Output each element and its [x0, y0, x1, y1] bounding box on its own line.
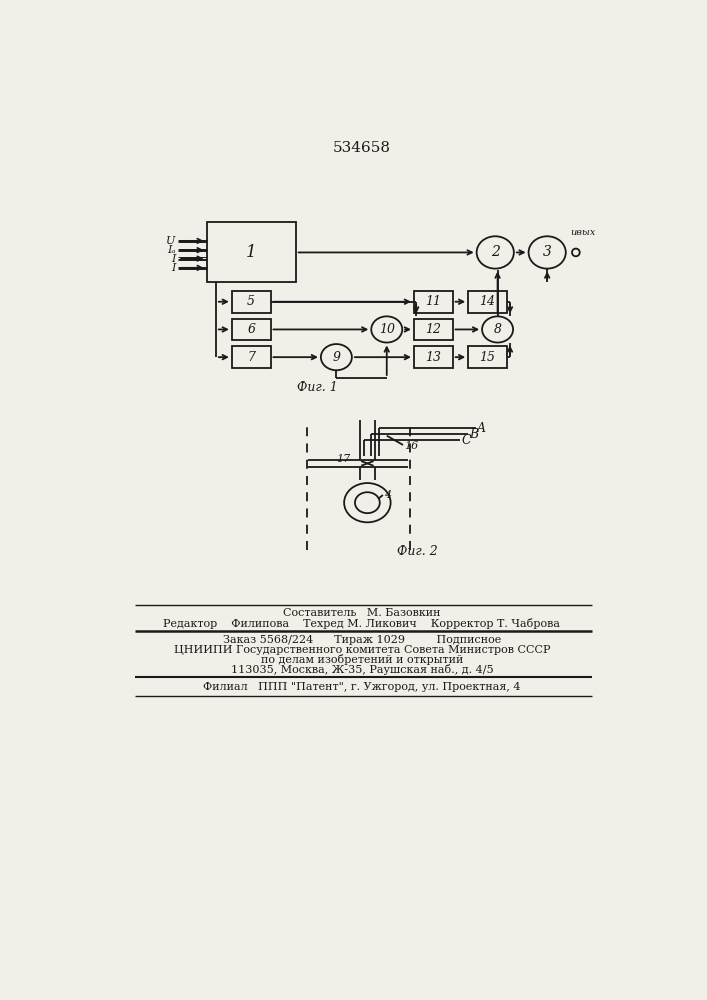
Text: 113035, Москва, Ж-35, Раушская наб., д. 4/5: 113035, Москва, Ж-35, Раушская наб., д. … [230, 664, 493, 675]
Bar [468, 291, 507, 312]
Text: 7: 7 [247, 351, 255, 364]
Text: ЦНИИПИ Государственного комитета Совета Министров СССР: ЦНИИПИ Государственного комитета Совета … [174, 645, 550, 655]
Text: Филиал   ППП "Патент", г. Ужгород, ул. Проектная, 4: Филиал ППП "Патент", г. Ужгород, ул. Про… [203, 682, 520, 692]
Ellipse shape [355, 492, 380, 513]
Text: 15: 15 [479, 351, 496, 364]
Text: 8: 8 [493, 323, 501, 336]
Text: 6: 6 [247, 323, 255, 336]
Text: I: I [171, 254, 175, 264]
Text: 17: 17 [336, 454, 351, 464]
Text: 13: 13 [425, 351, 441, 364]
Text: 5: 5 [247, 295, 255, 308]
Text: Составитель   М. Базовкин: Составитель М. Базовкин [284, 608, 440, 618]
Bar [232, 319, 271, 340]
Text: C: C [462, 434, 472, 447]
Text: I: I [171, 263, 175, 273]
Text: 12: 12 [425, 323, 441, 336]
Bar [206, 222, 296, 282]
Bar [468, 346, 507, 368]
Text: 1: 1 [246, 244, 257, 261]
Bar [232, 291, 271, 312]
Text: 14: 14 [479, 295, 496, 308]
Bar [232, 346, 271, 368]
Bar [414, 346, 452, 368]
Text: 4: 4 [385, 490, 392, 500]
Text: Iₐ: Iₐ [167, 245, 175, 255]
Text: U: U [166, 236, 175, 246]
Text: uвых: uвых [571, 228, 596, 237]
Bar [414, 319, 452, 340]
Text: Фиг. 2: Фиг. 2 [397, 545, 438, 558]
Text: 11: 11 [425, 295, 441, 308]
Text: 9: 9 [332, 351, 340, 364]
Text: A: A [477, 422, 486, 434]
Text: Фиг. 1: Фиг. 1 [297, 381, 337, 394]
Text: 2: 2 [491, 245, 500, 259]
Text: 16: 16 [404, 441, 419, 451]
Bar [414, 291, 452, 312]
Text: B: B [469, 428, 479, 441]
Text: 3: 3 [543, 245, 551, 259]
Text: 534658: 534658 [333, 141, 391, 155]
Text: Заказ 5568/224      Тираж 1029         Подписное: Заказ 5568/224 Тираж 1029 Подписное [223, 635, 501, 645]
Text: 10: 10 [379, 323, 395, 336]
Text: по делам изобретений и открытий: по делам изобретений и открытий [261, 654, 463, 665]
Text: Редактор    Филипова    Техред М. Ликович    Корректор Т. Чаброва: Редактор Филипова Техред М. Ликович Корр… [163, 618, 561, 629]
